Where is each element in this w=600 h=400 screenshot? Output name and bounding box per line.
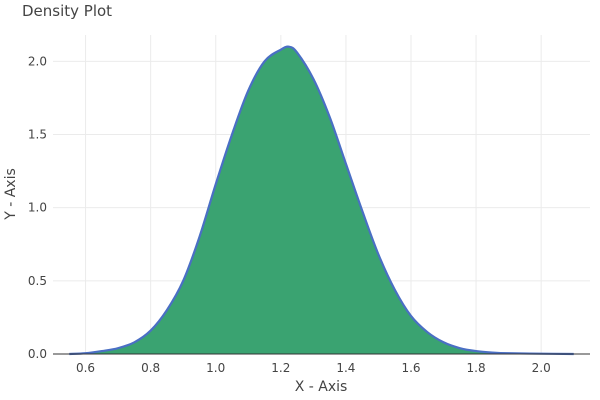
- density-line: [69, 45, 574, 356]
- density-fill: [69, 46, 574, 355]
- x-tick-label: 0.6: [76, 361, 95, 375]
- chart-title: Density Plot: [22, 2, 112, 20]
- y-tick-label: 1.5: [28, 128, 47, 142]
- x-tick-label: 1.8: [467, 361, 486, 375]
- x-tick-label: 1.4: [336, 361, 355, 375]
- x-axis-title: X - Axis: [295, 379, 348, 395]
- y-axis-ticks: 0.0 0.5 1.0 1.5 2.0: [28, 54, 47, 361]
- x-tick-label: 1.6: [401, 361, 420, 375]
- x-tick-label: 2.0: [532, 361, 551, 375]
- y-tick-label: 2.0: [28, 54, 47, 68]
- y-tick-label: 0.5: [28, 274, 47, 288]
- x-tick-label: 1.0: [206, 361, 225, 375]
- x-axis-ticks: 0.6 0.8 1.0 1.2 1.4 1.6 1.8 2.0: [76, 361, 551, 375]
- x-tick-label: 1.2: [271, 361, 290, 375]
- x-tick-label: 0.8: [141, 361, 160, 375]
- y-tick-label: 0.0: [28, 347, 47, 361]
- y-tick-label: 1.0: [28, 201, 47, 215]
- y-axis-title: Y - Axis: [3, 168, 19, 221]
- density-area: [69, 45, 574, 356]
